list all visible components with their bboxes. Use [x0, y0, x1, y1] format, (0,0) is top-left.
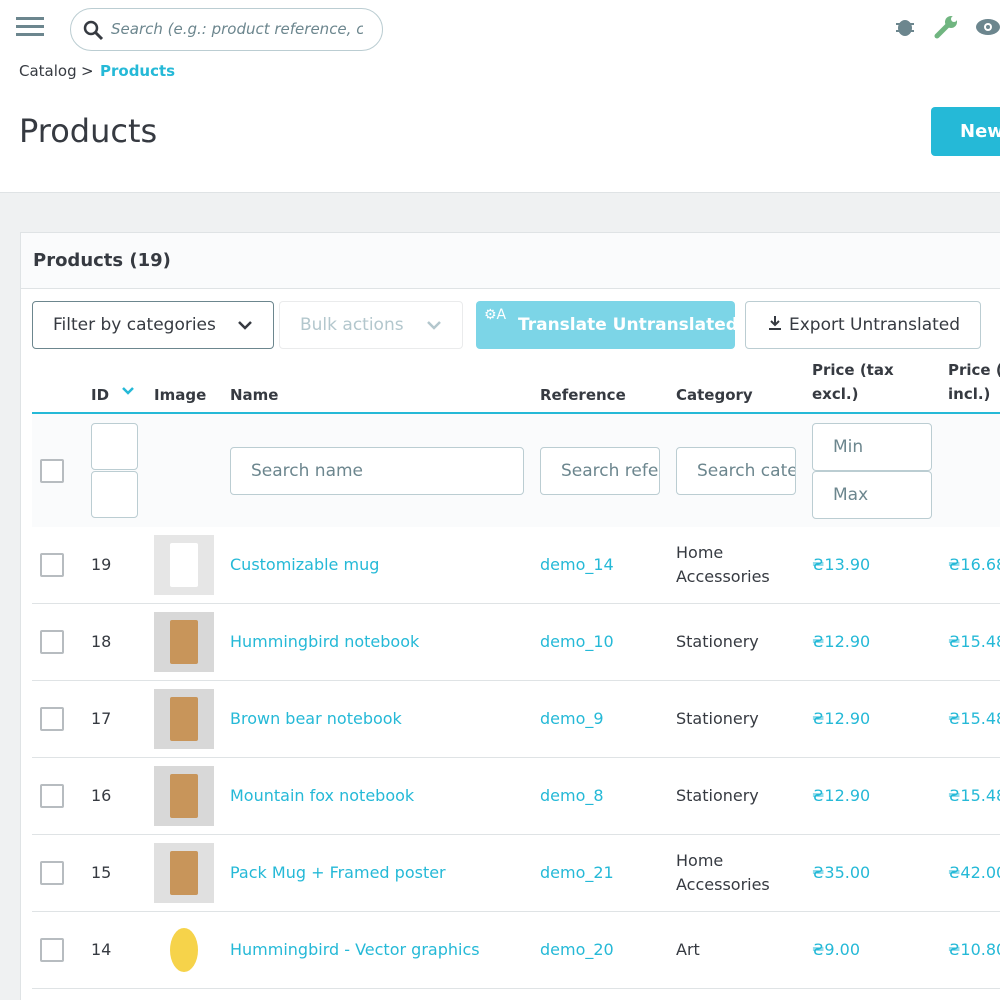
- row-checkbox[interactable]: [40, 938, 64, 962]
- translate-label: Translate Untranslated: [518, 315, 735, 335]
- reference-filter[interactable]: Search reference: [540, 447, 660, 495]
- product-name[interactable]: Mountain fox notebook: [230, 786, 415, 805]
- product-image-detail: [170, 543, 198, 587]
- header-line: [32, 412, 1000, 414]
- product-id: 18: [91, 632, 112, 651]
- product-image-detail: [170, 851, 198, 895]
- product-id: 16: [91, 786, 112, 805]
- product-image-detail: [170, 774, 198, 818]
- new-product-label: New product: [960, 121, 1000, 142]
- product-category: Stationery: [676, 786, 759, 805]
- row-checkbox[interactable]: [40, 784, 64, 808]
- price-excl[interactable]: ₴13.90: [812, 555, 871, 574]
- price-excl[interactable]: ₴12.90: [812, 709, 871, 728]
- product-category: Stationery: [676, 709, 759, 728]
- product-category: Home Accessories: [676, 851, 770, 894]
- card-title: Products (19): [33, 250, 171, 271]
- export-label: Export Untranslated: [789, 315, 961, 335]
- category-filter[interactable]: Search category: [676, 447, 796, 495]
- product-name[interactable]: Customizable mug: [230, 555, 380, 574]
- price-incl[interactable]: ₴15.48: [948, 632, 1000, 651]
- price-excl[interactable]: ₴12.90: [812, 632, 871, 651]
- product-category: Art: [676, 940, 700, 959]
- product-image-detail: [170, 697, 198, 741]
- product-id: 19: [91, 555, 112, 574]
- product-name[interactable]: Brown bear notebook: [230, 709, 402, 728]
- price-incl[interactable]: ₴10.80: [948, 940, 1000, 959]
- row-checkbox[interactable]: [40, 630, 64, 654]
- product-name[interactable]: Pack Mug + Framed poster: [230, 863, 446, 882]
- product-name[interactable]: Hummingbird - Vector graphics: [230, 940, 480, 959]
- product-category: Stationery: [676, 632, 759, 651]
- price-min-filter[interactable]: Min: [812, 423, 932, 471]
- translate-button[interactable]: Translate Untranslated: [476, 301, 735, 349]
- price-max-filter[interactable]: Max: [812, 471, 932, 519]
- column-header-name[interactable]: Name: [230, 386, 279, 404]
- price-excl[interactable]: ₴35.00: [812, 863, 871, 882]
- breadcrumb-separator: >: [81, 62, 94, 80]
- new-product-button[interactable]: New product: [931, 107, 1000, 156]
- product-id: 14: [91, 940, 112, 959]
- column-header-image: Image: [154, 386, 207, 404]
- maintenance-icon[interactable]: [933, 14, 959, 40]
- product-id: 17: [91, 709, 112, 728]
- row-checkbox[interactable]: [40, 861, 64, 885]
- chevron: [427, 321, 441, 330]
- column-header-reference[interactable]: Reference: [540, 386, 626, 404]
- product-reference[interactable]: demo_10: [540, 632, 614, 651]
- price-incl[interactable]: ₴15.48: [948, 786, 1000, 805]
- price-excl[interactable]: ₴9.00: [812, 940, 861, 959]
- column-header-id[interactable]: ID: [91, 386, 110, 404]
- breadcrumb-current[interactable]: Products: [100, 62, 176, 80]
- filter-label: Filter by categories: [53, 315, 216, 335]
- name-filter[interactable]: Search name: [230, 447, 524, 495]
- bulk-actions[interactable]: Bulk actions: [279, 301, 463, 349]
- price-excl[interactable]: ₴12.90: [812, 786, 871, 805]
- filter-categories[interactable]: Filter by categories: [32, 301, 274, 349]
- search-placeholder: Search (e.g.: product reference, custom: [111, 20, 363, 38]
- product-reference[interactable]: demo_21: [540, 863, 614, 882]
- chevron: [238, 321, 252, 330]
- menu-icon[interactable]: [16, 15, 46, 39]
- price-incl[interactable]: ₴15.48: [948, 709, 1000, 728]
- product-image-detail: [170, 928, 198, 972]
- product-reference[interactable]: demo_9: [540, 709, 604, 728]
- product-reference[interactable]: demo_8: [540, 786, 604, 805]
- sort-icon[interactable]: [121, 386, 135, 396]
- page-title: Products: [19, 112, 158, 150]
- export-button[interactable]: Export Untranslated: [745, 301, 981, 349]
- column-header-price-incl[interactable]: Price (tax incl.): [948, 361, 1000, 403]
- row-checkbox[interactable]: [40, 707, 64, 731]
- id-min-input[interactable]: [91, 423, 138, 470]
- bulk-label: Bulk actions: [300, 315, 404, 335]
- product-reference[interactable]: demo_14: [540, 555, 614, 574]
- column-header-price-excl[interactable]: Price (tax excl.): [812, 361, 894, 403]
- id-max-input[interactable]: [91, 471, 138, 518]
- breadcrumb-parent[interactable]: Catalog: [19, 62, 77, 80]
- product-category: Home Accessories: [676, 543, 770, 586]
- view-icon[interactable]: [975, 17, 1000, 37]
- select-all-checkbox[interactable]: [40, 459, 64, 483]
- product-id: 15: [91, 863, 112, 882]
- card-header: [21, 233, 1000, 289]
- product-reference[interactable]: demo_20: [540, 940, 614, 959]
- search-icon: [83, 20, 104, 41]
- price-incl[interactable]: ₴42.00: [948, 863, 1000, 882]
- row-checkbox[interactable]: [40, 553, 64, 577]
- product-image-detail: [170, 620, 198, 664]
- translate-icon: ⚙A: [484, 307, 507, 323]
- search-box[interactable]: Search (e.g.: product reference, custom: [70, 8, 383, 51]
- export-icon: [769, 316, 781, 330]
- column-header-category[interactable]: Category: [676, 386, 753, 404]
- debug-icon[interactable]: [894, 16, 916, 38]
- product-name[interactable]: Hummingbird notebook: [230, 632, 420, 651]
- price-incl[interactable]: ₴16.68: [948, 555, 1000, 574]
